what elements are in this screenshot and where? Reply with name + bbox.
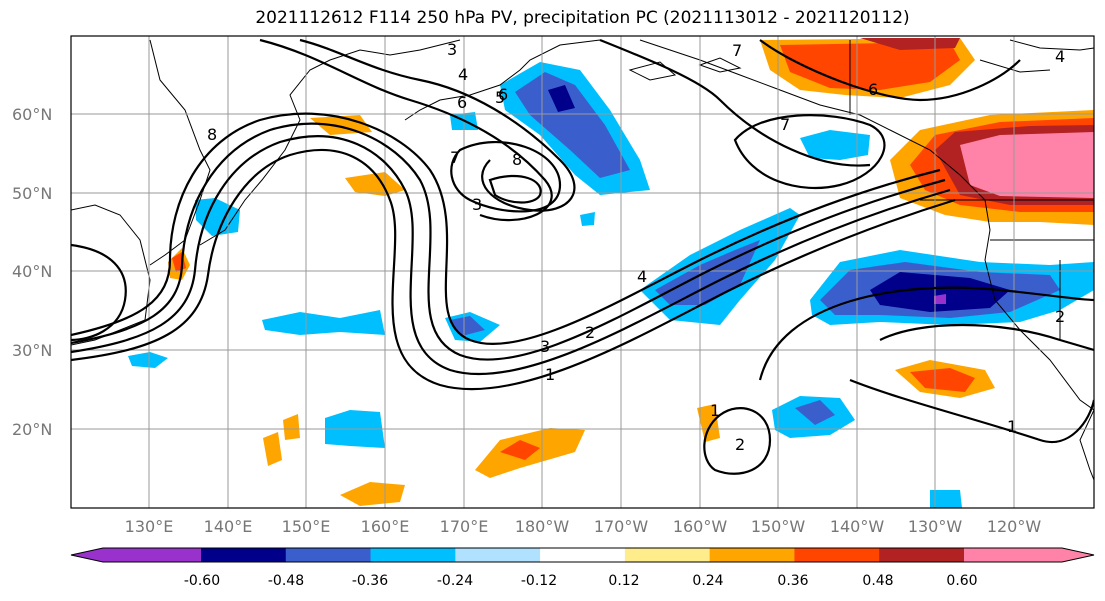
colorbar-swatch <box>624 548 711 562</box>
contour-label: 1 <box>710 401 720 420</box>
colorbar-tick-label: 0.36 <box>777 573 808 589</box>
longitude-labels: 130°E 140°E 150°E 160°E 170°E 180°W 170°… <box>125 517 1042 536</box>
colorbar-tick-label: 0.60 <box>946 573 977 589</box>
lon-label: 140°E <box>204 517 253 536</box>
lon-label: 130°W <box>908 517 963 536</box>
lon-label: 130°E <box>125 517 174 536</box>
contour-label: 7 <box>732 41 742 60</box>
lon-label: 150°E <box>282 517 331 536</box>
latitude-labels: 60°N 50°N 40°N 30°N 20°N <box>12 105 52 439</box>
lat-label: 50°N <box>12 184 52 203</box>
pv-contour-labels: 1 2 3 4 5 6 7 8 3 4 6 1 1 2 2 3 4 6 7 7 … <box>207 40 1065 454</box>
chart-title: 2021112612 F114 250 hPa PV, precipitatio… <box>255 8 910 28</box>
colorbar-outline <box>70 547 1095 563</box>
contour-label: 4 <box>637 267 647 286</box>
contour-label: 3 <box>447 40 457 59</box>
contour-label: 1 <box>1007 417 1017 436</box>
lon-label: 180°W <box>515 517 570 536</box>
colorbar-tick-label: 0.24 <box>692 573 723 589</box>
precip-negative-shading <box>128 62 1094 508</box>
colorbar-swatch <box>794 548 880 562</box>
lon-label: 170°E <box>440 517 489 536</box>
contour-label: 6 <box>868 80 878 99</box>
contour-label: 2 <box>735 435 745 454</box>
colorbar-swatch <box>285 548 372 562</box>
colorbar-swatch <box>455 548 541 562</box>
gridlines <box>71 36 1094 508</box>
contour-label: 2 <box>585 323 595 342</box>
contour-label: 8 <box>512 150 522 169</box>
colorbar-swatch <box>201 548 287 562</box>
colorbar-tick-label: -0.12 <box>521 573 557 589</box>
colorbar-tick-label: 0.12 <box>608 573 639 589</box>
colorbar-swatches <box>70 547 1095 563</box>
colorbar-swatch <box>370 548 456 562</box>
colorbar-extend-low <box>71 548 201 562</box>
contour-label: 4 <box>1055 47 1065 66</box>
lon-label: 160°E <box>361 517 410 536</box>
contour-label: 6 <box>498 85 508 104</box>
lon-label: 120°W <box>987 517 1042 536</box>
colorbar-tick-label: 0.48 <box>862 573 893 589</box>
contour-label: 3 <box>540 337 550 356</box>
lon-label: 170°W <box>594 517 649 536</box>
lat-label: 20°N <box>12 420 52 439</box>
colorbar-tick-label: -0.60 <box>184 573 220 589</box>
colorbar-swatch <box>879 548 965 562</box>
contour-label: 5 <box>495 88 505 107</box>
lon-label: 150°W <box>751 517 806 536</box>
colorbar-tick-label: -0.48 <box>268 573 304 589</box>
contour-label: 4 <box>458 65 468 84</box>
pv-contours <box>71 38 1094 475</box>
contour-label: 6 <box>457 93 467 112</box>
colorbar-tick-label: -0.24 <box>437 573 473 589</box>
contour-label: 7 <box>450 148 460 167</box>
contour-label: 1 <box>545 365 555 384</box>
colorbar-tick-label: -0.36 <box>352 573 388 589</box>
contour-label: 2 <box>1055 307 1065 326</box>
contour-label: 3 <box>472 195 482 214</box>
coastlines <box>71 39 1094 481</box>
lat-label: 60°N <box>12 105 52 124</box>
contour-label: 7 <box>780 115 790 134</box>
lat-label: 30°N <box>12 341 52 360</box>
colorbar-extend-high <box>964 548 1094 562</box>
contour-label: 8 <box>207 125 217 144</box>
map-frame <box>70 35 1095 509</box>
lat-label: 40°N <box>12 262 52 281</box>
lon-label: 160°W <box>673 517 728 536</box>
colorbar-swatch <box>709 548 795 562</box>
colorbar: -0.60 -0.48 -0.36 -0.24 -0.12 0.12 0.24 … <box>70 547 1095 589</box>
colorbar-tick-labels: -0.60 -0.48 -0.36 -0.24 -0.12 0.12 0.24 … <box>184 573 978 589</box>
colorbar-swatch <box>540 548 626 562</box>
lon-label: 140°W <box>830 517 885 536</box>
